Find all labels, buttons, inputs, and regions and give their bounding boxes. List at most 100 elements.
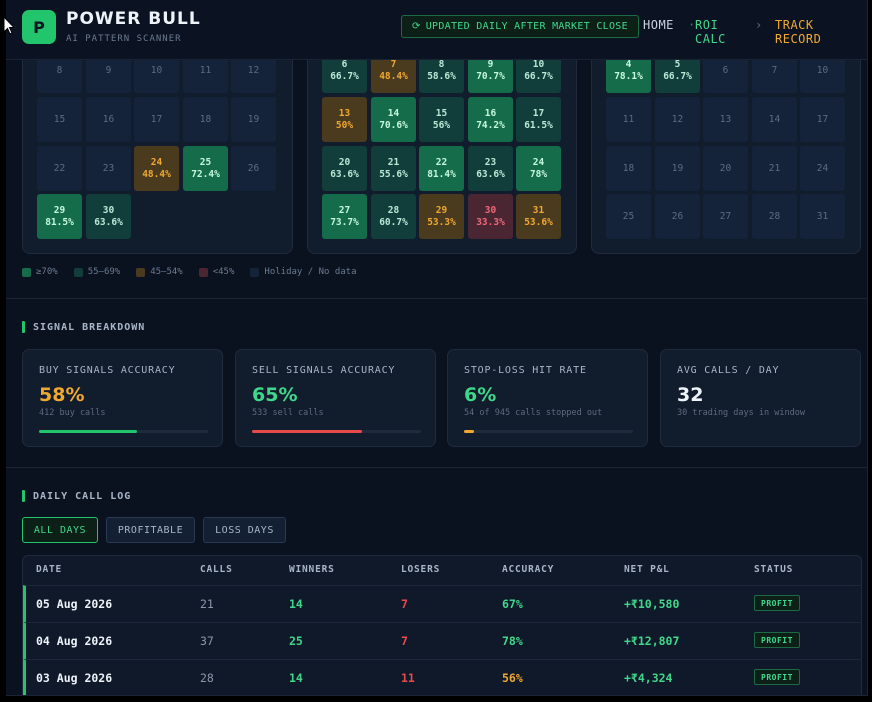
stat-card-subtitle: 30 trading days in window	[677, 408, 805, 418]
calendar-day-cell[interactable]: 17 61.5%	[516, 97, 561, 142]
row-date: 04 Aug 2026	[36, 634, 113, 648]
mouse-cursor-icon	[3, 16, 15, 35]
table-header-net-p-l[interactable]: NET P&L	[624, 564, 670, 575]
calendar-day-cell[interactable]: 14 70.6%	[371, 97, 416, 142]
table-header-accuracy[interactable]: ACCURACY	[502, 564, 555, 575]
calendar-day-cell[interactable]: 13 50%	[322, 97, 367, 142]
calendar-day-cell[interactable]: 18	[606, 146, 651, 191]
calendar-day-cell[interactable]: 17	[800, 97, 845, 142]
nav-link-track-record[interactable]: TRACK RECORD	[775, 18, 822, 46]
calendar-day-cell[interactable]: 22	[37, 146, 82, 191]
calendar-day-cell[interactable]: 28 60.7%	[371, 194, 416, 239]
day-number: 18	[199, 113, 212, 125]
day-number: 27	[338, 204, 351, 216]
calendar-day-cell[interactable]: 11	[606, 97, 651, 142]
calendar-day-cell[interactable]: 31	[800, 194, 845, 239]
calendar-day-cell[interactable]: 30 63.6%	[86, 194, 131, 239]
row-losers: 11	[401, 671, 415, 685]
calendar-day-cell[interactable]: 29 81.5%	[37, 194, 82, 239]
table-row[interactable]: 04 Aug 2026 37 25 7 78% +₹12,807 PROFIT	[23, 622, 861, 659]
table-row[interactable]: 05 Aug 2026 21 14 7 67% +₹10,580 PROFIT	[23, 585, 861, 622]
nav-link-home[interactable]: HOME	[643, 18, 674, 32]
calendar-day-cell[interactable]: 26	[655, 194, 700, 239]
calendar-day-cell[interactable]: 27	[703, 194, 748, 239]
table-header-winners[interactable]: WINNERS	[289, 564, 335, 575]
day-number: 31	[816, 210, 829, 222]
calendar-day-cell[interactable]: 29 53.3%	[419, 194, 464, 239]
day-number: 16	[484, 107, 497, 119]
day-accuracy: 53.6%	[524, 216, 553, 228]
stat-card: STOP-LOSS HIT RATE 6% 54 of 945 calls stop…	[447, 349, 648, 447]
filter-all-days-button[interactable]: ALL DAYS	[22, 517, 98, 543]
calendar-day-cell[interactable]: 24	[800, 146, 845, 191]
day-accuracy: 66.7%	[663, 70, 692, 82]
day-number: 21	[768, 162, 781, 174]
day-accuracy: 66.7%	[330, 70, 359, 82]
calendar-day-cell[interactable]: 25 72.4%	[183, 146, 228, 191]
calendar-day-cell[interactable]: 17	[134, 97, 179, 142]
day-accuracy: 56%	[432, 119, 451, 131]
stat-card: SELL SIGNALS ACCURACY 65% 533 sell calls	[235, 349, 436, 447]
calendar-day-cell[interactable]: 15 56%	[419, 97, 464, 142]
calendar-day-cell[interactable]: 22 81.4%	[419, 146, 464, 191]
calendar-day-cell[interactable]: 15	[37, 97, 82, 142]
calendar-day-cell[interactable]: 12	[655, 97, 700, 142]
day-number: 10	[532, 58, 545, 70]
calendar-day-cell[interactable]: 16 74.2%	[468, 97, 513, 142]
day-number: 20	[719, 162, 732, 174]
calendar-day-cell[interactable]: 24 48.4%	[134, 146, 179, 191]
calendar-day-cell[interactable]: 27 73.7%	[322, 194, 367, 239]
calendar-day-cell[interactable]: 23 63.6%	[468, 146, 513, 191]
calendar-day-cell[interactable]: 19	[655, 146, 700, 191]
day-number: 26	[247, 162, 260, 174]
calendar-day-cell[interactable]: 28	[752, 194, 797, 239]
update-status-label: UPDATED DAILY AFTER MARKET CLOSE	[425, 21, 628, 32]
calendar-month-3: 4 78.1% 5 66.7% 6 7 10 11 12 13 14 17 18 19 20 21 24 25 26…	[591, 40, 861, 254]
table-row[interactable]: 03 Aug 2026 28 14 11 56% +₹4,324 PROFIT	[23, 659, 861, 695]
nav-link-roi-calc[interactable]: ROI CALC	[695, 18, 726, 46]
calendar-day-cell[interactable]: 30 33.3%	[468, 194, 513, 239]
day-number: 26	[671, 210, 684, 222]
table-header-date[interactable]: DATE	[36, 564, 63, 575]
day-number: 19	[671, 162, 684, 174]
day-number: 7	[771, 64, 778, 76]
day-accuracy: 78.1%	[614, 70, 643, 82]
brand-tagline: AI PATTERN SCANNER	[66, 34, 182, 44]
filter-profitable-button[interactable]: PROFITABLE	[106, 517, 195, 543]
day-number: 8	[438, 58, 445, 70]
calendar-day-cell[interactable]: 26	[231, 146, 276, 191]
day-number: 11	[622, 113, 635, 125]
legend-item: 55–69%	[73, 267, 120, 277]
calendar-day-cell[interactable]: 23	[86, 146, 131, 191]
filter-loss-days-button[interactable]: LOSS DAYS	[203, 517, 286, 543]
calendar-day-cell[interactable]: 13	[703, 97, 748, 142]
calendar-day-cell[interactable]: 16	[86, 97, 131, 142]
logo-badge[interactable]: P	[22, 10, 56, 44]
calendar-day-cell[interactable]: 25	[606, 194, 651, 239]
row-calls: 21	[200, 597, 214, 611]
day-number: 12	[247, 64, 260, 76]
row-winners: 14	[289, 597, 303, 611]
day-number: 27	[719, 210, 732, 222]
calendar-month-2: 6 66.7% 7 48.4% 8 58.6% 9 70.7% 10 66.7% 13 50% 14 70…	[307, 40, 577, 254]
calendar-day-cell[interactable]: 20	[703, 146, 748, 191]
day-number: 13	[719, 113, 732, 125]
calendar-day-cell[interactable]: 21 55.6%	[371, 146, 416, 191]
calendar-day-cell[interactable]: 14	[752, 97, 797, 142]
day-number: 11	[199, 64, 212, 76]
table-header-calls[interactable]: CALLS	[200, 564, 233, 575]
section-title: SIGNAL BREAKDOWN	[33, 321, 146, 333]
calendar-day-cell[interactable]: 19	[231, 97, 276, 142]
day-accuracy: 53.3%	[427, 216, 456, 228]
brand-title: POWER BULL	[66, 9, 201, 29]
calendar-day-cell[interactable]: 18	[183, 97, 228, 142]
day-number: 24	[816, 162, 829, 174]
day-number: 30	[484, 204, 497, 216]
day-accuracy: 81.4%	[427, 168, 456, 180]
table-header-losers[interactable]: LOSERS	[401, 564, 441, 575]
calendar-day-cell[interactable]: 31 53.6%	[516, 194, 561, 239]
calendar-day-cell[interactable]: 20 63.6%	[322, 146, 367, 191]
legend-label: 45–54%	[150, 267, 183, 277]
calendar-day-cell[interactable]: 21	[752, 146, 797, 191]
calendar-day-cell[interactable]: 24 78%	[516, 146, 561, 191]
